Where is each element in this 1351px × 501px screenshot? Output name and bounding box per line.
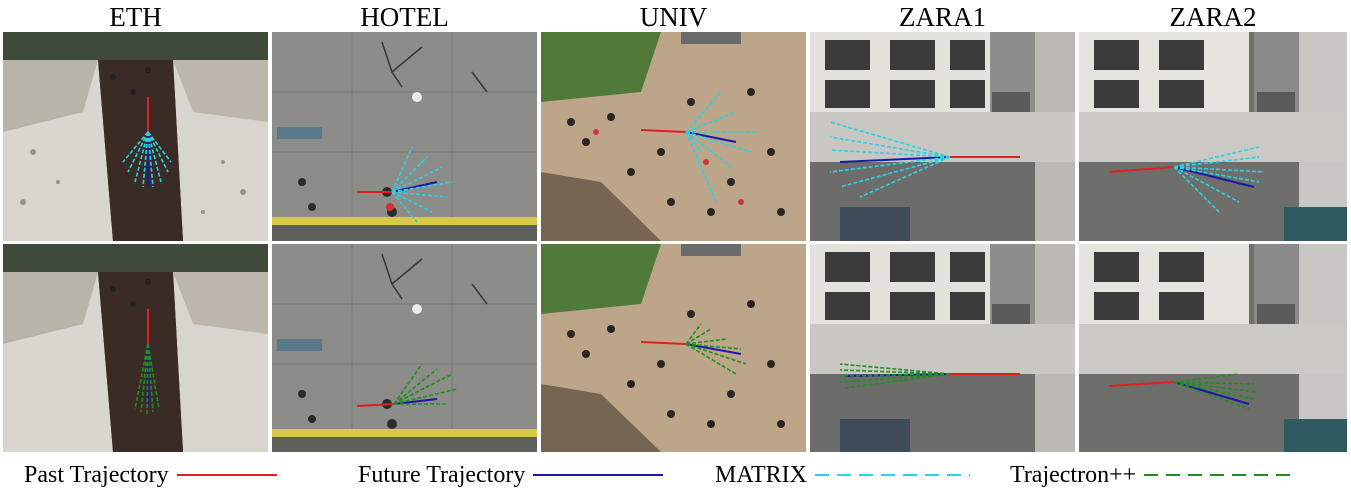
column-title-eth: ETH (109, 2, 162, 32)
legend-label: Past Trajectory (24, 461, 169, 488)
panel-eth-trajectron (3, 244, 268, 452)
legend-item-matrix: MATRIX (715, 460, 971, 490)
panel-eth-matrix (3, 32, 268, 241)
panel-zara1-matrix (810, 32, 1075, 241)
legend-solid-red-line-icon (176, 474, 277, 476)
legend-label: Future Trajectory (358, 461, 526, 488)
scene-eth-image (3, 32, 268, 241)
panel-zara2-matrix (1079, 32, 1347, 241)
panel-univ-matrix (541, 32, 806, 241)
panel-univ-trajectron (541, 244, 806, 452)
scene-zara1-image (810, 32, 1075, 241)
trajectories-zara2-matrix (1108, 146, 1265, 213)
legend-dashed-cyan-line-icon (815, 474, 971, 476)
legend-item-trajectron: Trajectron++ (1010, 460, 1295, 490)
trajectories-hotel-matrix (357, 146, 453, 223)
scene-zara1-image (810, 244, 1075, 452)
trajectories-zara1-matrix (829, 121, 1020, 198)
trajectories-univ-matrix (640, 91, 756, 203)
legend-item-past-trajectory: Past Trajectory (24, 460, 277, 490)
column-title-hotel: HOTEL (360, 2, 449, 32)
legend-dashed-green-line-icon (1144, 474, 1295, 476)
scene-zara2-image (1079, 244, 1347, 452)
legend-label: MATRIX (715, 461, 808, 488)
scene-hotel-image (272, 244, 537, 452)
scene-hotel-image (272, 32, 537, 241)
panel-zara2-trajectron (1079, 244, 1347, 452)
scene-zara2-image (1079, 32, 1347, 241)
trajectories-univ-trajectron (640, 323, 747, 375)
column-title-zara1: ZARA1 (899, 2, 986, 32)
trajectories-hotel-trajectron (356, 363, 458, 407)
legend-solid-blue-line-icon (533, 474, 664, 476)
trajectories-zara2-trajectron (1108, 373, 1258, 410)
trajectories-eth-matrix (122, 97, 172, 188)
legend: Past Trajectory Future Trajectory MATRIX… (0, 452, 1351, 498)
trajectories-zara1-trajectron (839, 363, 1020, 389)
panel-hotel-matrix (272, 32, 537, 241)
scene-univ-image (541, 32, 806, 241)
legend-item-future-trajectory: Future Trajectory (358, 460, 664, 490)
panel-hotel-trajectron (272, 244, 537, 452)
column-title-univ: UNIV (639, 2, 708, 32)
scene-eth-image (3, 244, 268, 452)
column-title-zara2: ZARA2 (1169, 2, 1257, 32)
legend-label: Trajectron++ (1010, 461, 1137, 488)
scene-univ-image (541, 244, 806, 452)
trajectories-eth-trajectron (134, 309, 160, 415)
panel-zara1-trajectron (810, 244, 1075, 452)
